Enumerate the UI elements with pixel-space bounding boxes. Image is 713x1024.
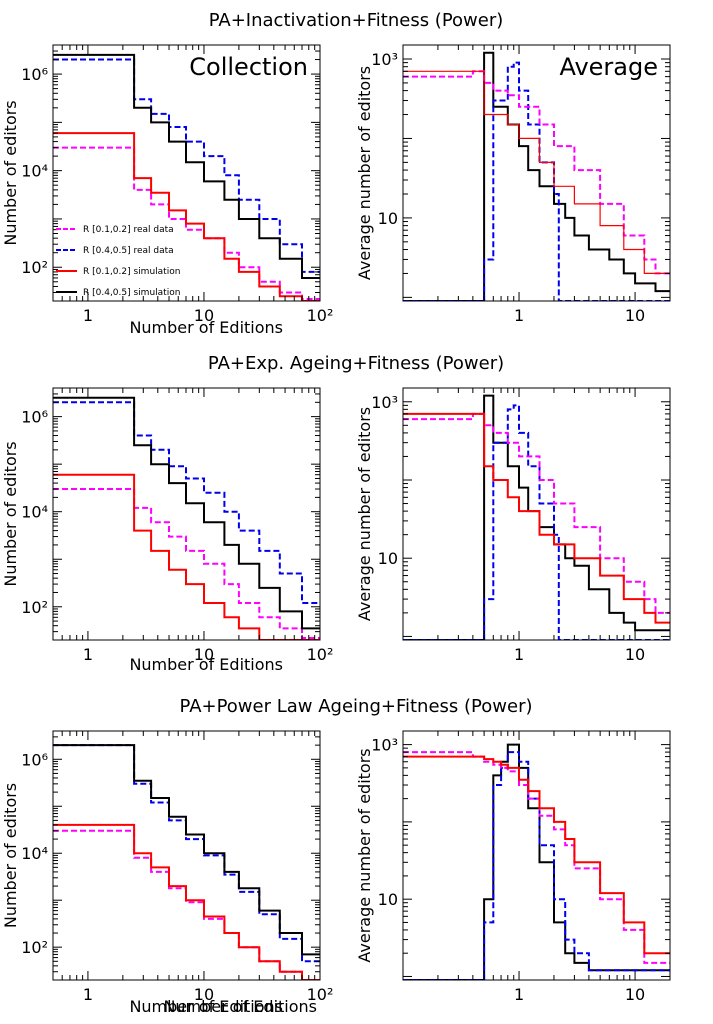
legend-label-magenta: R [0.1,0.2] real data bbox=[83, 225, 174, 235]
panel-0-0-series-magenta bbox=[53, 146, 320, 300]
panel-0-0-x-tick-label: 10 bbox=[194, 306, 214, 325]
panel-2-0-series-black bbox=[53, 744, 320, 956]
panel-1-1-x-tick-label: 10 bbox=[625, 645, 645, 664]
panel-0-1-x-tick-label: 10 bbox=[625, 306, 645, 325]
panel-1-0-y-tick-label: 10² bbox=[21, 598, 48, 617]
panel-0-0-x-tick-label: 1 bbox=[83, 306, 93, 325]
panel-1-1-y-tick-label: 10 bbox=[378, 549, 398, 568]
panel-2-1-series-blue bbox=[403, 751, 670, 980]
row-title-exp-ageing: PA+Exp. Ageing+Fitness (Power) bbox=[208, 353, 504, 374]
panel-1-1-series-blue bbox=[403, 404, 670, 640]
panel-2-0-x-tick-label: 10² bbox=[307, 985, 334, 1004]
panel-0-1-y-tick-label: 10 bbox=[378, 209, 398, 228]
row-title-inactivation: PA+Inactivation+Fitness (Power) bbox=[209, 10, 504, 31]
panel-1-0-x-tick-label: 10² bbox=[307, 645, 334, 664]
panel-1-0-ylabel: Number of editors bbox=[1, 441, 20, 586]
panel-2-0-series-blue bbox=[53, 744, 320, 963]
panel-2-0-x-tick-label: 1 bbox=[83, 985, 93, 1004]
panel-0-1-ylabel: Average number of editors bbox=[355, 66, 374, 280]
panel-2-1-x-tick-label: 10 bbox=[625, 985, 645, 1004]
panel-0-1-series-red bbox=[403, 70, 670, 274]
panel-1-0-y-tick-label: 10⁶ bbox=[21, 408, 48, 427]
panel-1-0-series-magenta bbox=[53, 488, 320, 639]
panel-0-1-y-tick-label: 10³ bbox=[371, 50, 398, 69]
panel-2-1-ylabel: Average number of editors bbox=[355, 748, 374, 962]
panel-2-1-y-tick-label: 10³ bbox=[371, 736, 398, 755]
panel-0-0-xlabel: Number of Editions bbox=[129, 318, 283, 337]
panel-0-1-x-tick-label: 1 bbox=[514, 306, 524, 325]
panel-1-0-x-tick-label: 10 bbox=[194, 645, 214, 664]
panel-1-1-series-magenta bbox=[403, 412, 670, 614]
panel-2-0-xlabel: Number of Editions bbox=[129, 997, 283, 1016]
panel-0-0-y-tick-label: 10² bbox=[21, 258, 48, 277]
panel-2-1-frame bbox=[402, 730, 671, 981]
panel-1-1-y-tick-label: 10³ bbox=[371, 393, 398, 412]
panel-2-0-ylabel: Number of editors bbox=[1, 783, 20, 928]
panel-0-0-series-blue bbox=[53, 58, 320, 273]
panel-0-1-frame bbox=[402, 44, 671, 302]
panel-0-0-y-tick-label: 10⁴ bbox=[21, 162, 48, 181]
panel-0-1-series-magenta bbox=[403, 70, 670, 275]
panel-0-1-series-blue bbox=[403, 61, 670, 301]
panel-1-1-ylabel: Average number of editors bbox=[355, 407, 374, 621]
legend-label-red: R [0.1,0.2] simulation bbox=[83, 267, 180, 277]
panel-1-0-x-tick-label: 1 bbox=[83, 645, 93, 664]
panel-1-1-series-red bbox=[403, 412, 670, 624]
legend-label-blue: R [0.4,0.5] real data bbox=[83, 246, 174, 256]
panel-2-1-x-tick-label: 1 bbox=[514, 985, 524, 1004]
panel-2-1-series-red bbox=[403, 755, 670, 955]
panel-1-1-frame bbox=[402, 387, 671, 641]
panel-2-0-y-tick-label: 10⁴ bbox=[21, 844, 48, 863]
panel-1-1-x-tick-label: 1 bbox=[514, 645, 524, 664]
panel-2-0-y-tick-label: 10⁶ bbox=[21, 750, 48, 769]
legend-label-black: R [0.4,0.5] simulation bbox=[83, 288, 180, 298]
panel-0-1-corner-label: Average bbox=[559, 53, 658, 81]
panel-2-0-x-tick-label: 10 bbox=[194, 985, 214, 1004]
panel-1-0-series-blue bbox=[53, 401, 320, 604]
panel-0-0-y-tick-label: 10⁶ bbox=[21, 65, 48, 84]
panel-2-1-xlabel: Number of Editions bbox=[163, 997, 317, 1016]
panel-0-0-corner-label: Collection bbox=[189, 53, 308, 81]
panel-2-0-series-red bbox=[53, 823, 320, 980]
panel-2-0-y-tick-label: 10² bbox=[21, 938, 48, 957]
panel-1-0-y-tick-label: 10⁴ bbox=[21, 503, 48, 522]
panel-1-0-series-black bbox=[53, 396, 320, 630]
panel-0-0-legend: R [0.1,0.2] real data R [0.4,0.5] real da… bbox=[56, 225, 180, 298]
panel-0-0-ylabel: Number of editors bbox=[1, 100, 20, 245]
panel-1-0-xlabel: Number of Editions bbox=[129, 655, 283, 674]
panel-0-0-series-red bbox=[53, 132, 320, 301]
panel-0-0-x-tick-label: 10² bbox=[307, 306, 334, 325]
panel-0-0-series-black bbox=[53, 53, 320, 279]
row-title-power-law-ageing: PA+Power Law Ageing+Fitness (Power) bbox=[179, 696, 532, 717]
panel-2-1-y-tick-label: 10 bbox=[378, 890, 398, 909]
